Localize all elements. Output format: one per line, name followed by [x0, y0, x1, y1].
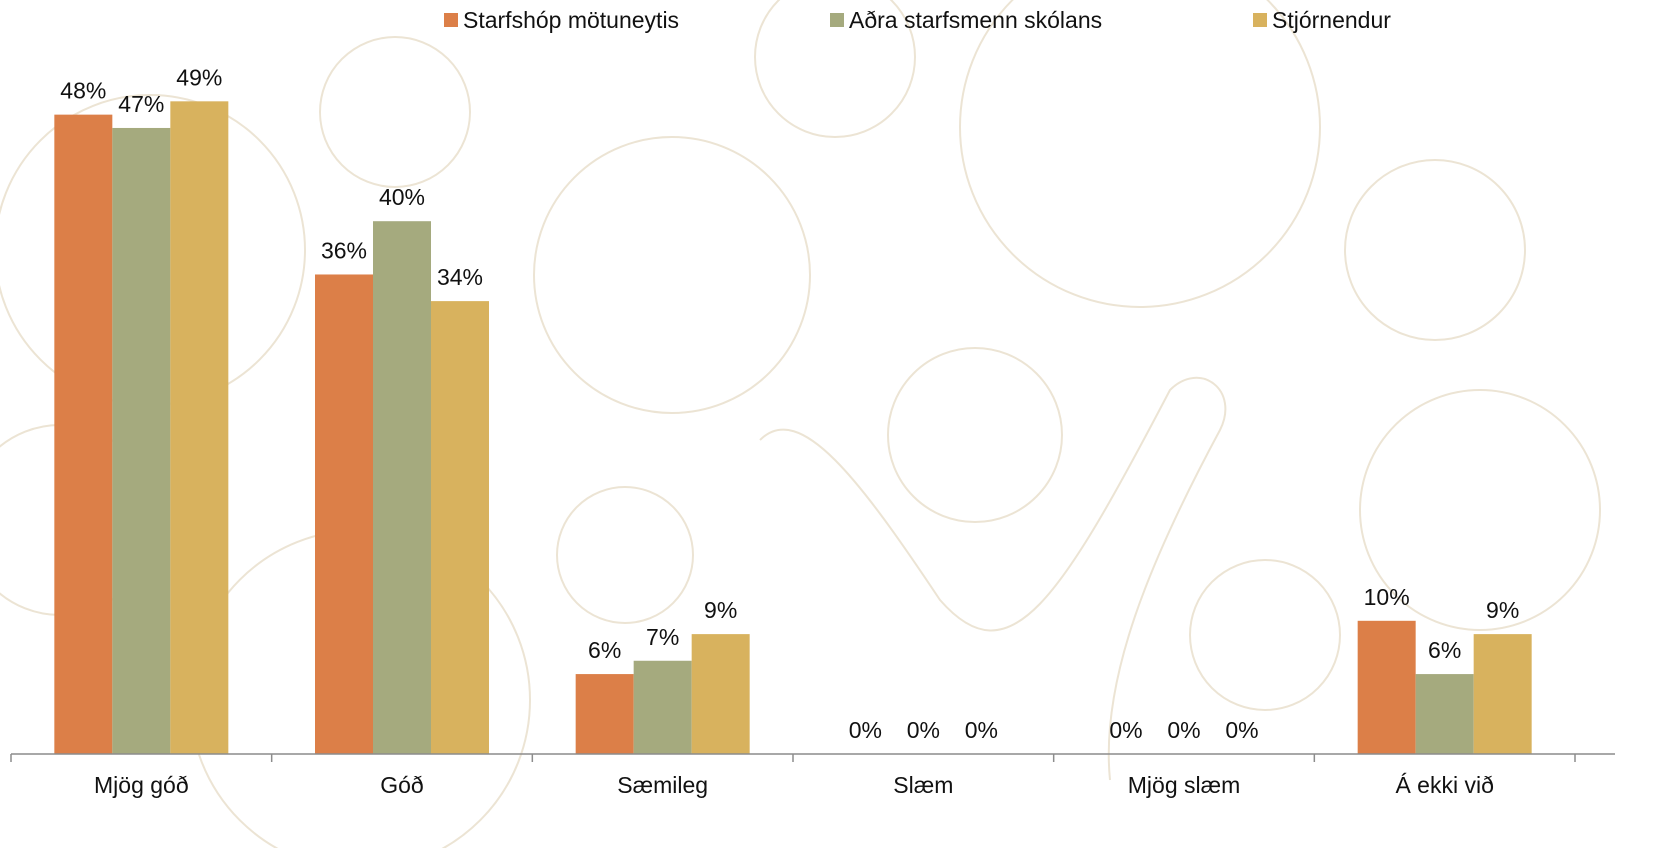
- data-label-stjornendur-slaem: 0%: [965, 717, 998, 743]
- data-label-starfshop-motuneytis-mjog-god: 48%: [60, 78, 106, 104]
- bar-stjornendur-mjog-god: [170, 101, 229, 754]
- legend-swatch-adra-starfsmenn-skolans: [830, 13, 844, 27]
- data-label-stjornendur-a-ekki-vid: 9%: [1486, 597, 1519, 623]
- data-label-stjornendur-saemileg: 9%: [704, 597, 737, 623]
- bar-starfshop-motuneytis-saemileg: [575, 674, 634, 754]
- x-tick-label-a-ekki-vid: Á ekki við: [1395, 772, 1493, 798]
- bar-adra-starfsmenn-skolans-a-ekki-vid: [1415, 674, 1474, 754]
- bars-group: [54, 101, 1532, 754]
- data-label-adra-starfsmenn-skolans-mjog-god: 47%: [118, 91, 164, 117]
- bar-stjornendur-god: [431, 301, 489, 754]
- data-label-starfshop-motuneytis-god: 36%: [321, 237, 367, 263]
- data-label-stjornendur-god: 34%: [437, 264, 483, 290]
- data-label-adra-starfsmenn-skolans-slaem: 0%: [907, 717, 940, 743]
- bar-adra-starfsmenn-skolans-god: [373, 221, 431, 754]
- bar-starfshop-motuneytis-god: [315, 274, 373, 754]
- bar-starfshop-motuneytis-mjog-god: [54, 114, 113, 754]
- legend-swatch-starfshop-motuneytis: [444, 13, 458, 27]
- data-label-stjornendur-mjog-god: 49%: [176, 64, 222, 90]
- chart-legend: Starfshóp mötuneytis Aðra starfsmenn skól…: [444, 7, 1391, 33]
- bar-adra-starfsmenn-skolans-saemileg: [633, 660, 692, 754]
- legend-label-starfshop-motuneytis: Starfshóp mötuneytis: [463, 7, 679, 33]
- data-label-starfshop-motuneytis-mjog-slaem: 0%: [1109, 717, 1142, 743]
- data-label-starfshop-motuneytis-a-ekki-vid: 10%: [1364, 584, 1410, 610]
- x-tick-label-mjog-slaem: Mjög slæm: [1128, 772, 1240, 798]
- data-label-adra-starfsmenn-skolans-a-ekki-vid: 6%: [1428, 637, 1461, 663]
- data-label-adra-starfsmenn-skolans-saemileg: 7%: [646, 624, 679, 650]
- bar-adra-starfsmenn-skolans-mjog-god: [112, 127, 171, 754]
- x-tick-label-slaem: Slæm: [893, 772, 953, 798]
- data-label-adra-starfsmenn-skolans-god: 40%: [379, 184, 425, 210]
- x-tick-label-mjog-god: Mjög góð: [94, 772, 189, 798]
- bar-stjornendur-saemileg: [691, 634, 750, 754]
- bar-starfshop-motuneytis-a-ekki-vid: [1357, 620, 1416, 754]
- x-tick-label-saemileg: Sæmileg: [617, 772, 708, 798]
- data-label-starfshop-motuneytis-saemileg: 6%: [588, 637, 621, 663]
- legend-label-adra-starfsmenn-skolans: Aðra starfsmenn skólans: [849, 7, 1102, 33]
- data-label-stjornendur-mjog-slaem: 0%: [1225, 717, 1258, 743]
- data-labels-group: 48% 47% 49% 36% 40% 34% 6% 7% 9% 0% 0% 0% 0% 0% 0% 10% 6…: [60, 64, 1519, 743]
- data-label-adra-starfsmenn-skolans-mjog-slaem: 0%: [1167, 717, 1200, 743]
- data-label-starfshop-motuneytis-slaem: 0%: [849, 717, 882, 743]
- legend-swatch-stjornendur: [1253, 13, 1267, 27]
- legend-label-stjornendur: Stjórnendur: [1272, 7, 1391, 33]
- x-axis: Mjög góð Góð Sæmileg Slæm Mjög slæm Á ekki vi…: [10, 753, 1615, 798]
- bar-stjornendur-a-ekki-vid: [1473, 634, 1532, 754]
- x-tick-label-god: Góð: [380, 772, 423, 798]
